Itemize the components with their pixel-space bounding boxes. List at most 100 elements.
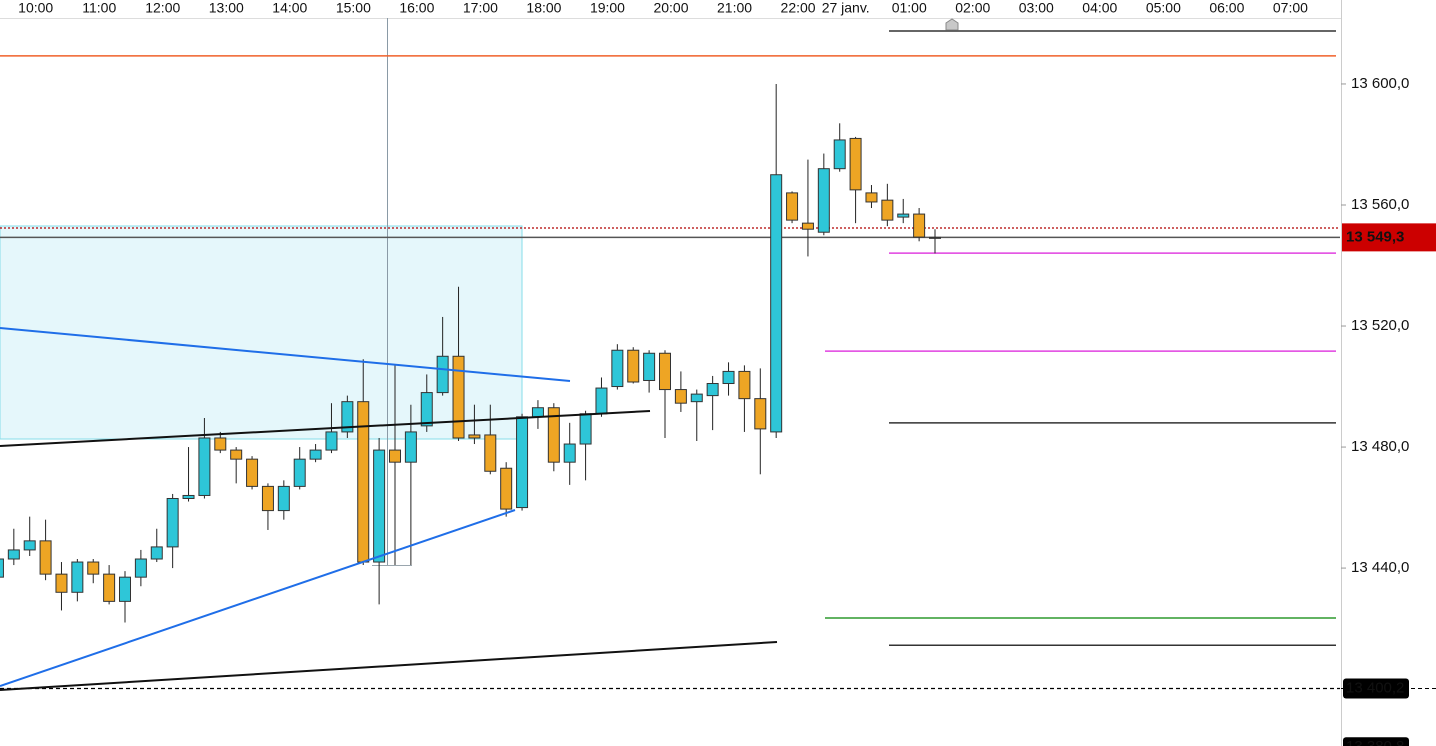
candle-body [833,139,846,170]
trend-line [0,327,571,382]
trend-line [0,410,651,447]
candle-body [71,561,84,593]
x-tick-label: 18:00 [526,0,561,16]
candle-body [325,431,338,451]
x-tick-label: 19:00 [590,0,625,16]
candle-body [389,449,401,463]
drawings-over [0,327,778,691]
candle-body [627,349,640,383]
y-tick-label: 13 520,0 [1351,317,1409,334]
candle-body [87,561,100,575]
candle-body [706,383,719,397]
x-tick-label: 13:00 [209,0,244,16]
x-tick-label: 17:00 [463,0,498,16]
candle-body [119,576,131,602]
candle-body [309,449,322,460]
candle-body [547,407,560,463]
candle-body [690,393,703,403]
candle-body [722,370,735,385]
candle-body [452,355,465,439]
candle-body [817,168,830,233]
x-tick-label: 11:00 [82,0,116,16]
candle-body [865,192,878,203]
candle-body [913,213,926,238]
x-tick-label: 02:00 [955,0,990,16]
candle-body [198,437,211,496]
drawings-under [0,18,523,566]
candle-body [230,449,243,460]
candle-body [786,192,799,221]
candle-body [929,236,941,239]
candle-body [134,558,147,578]
candles [0,83,941,623]
candle-body [293,458,306,487]
candle-body [531,407,544,418]
x-tick-label: 14:00 [272,0,307,16]
price-label-box [1343,737,1409,746]
candle-body [484,434,497,472]
candle-body [166,497,179,548]
y-tick-label: 13 440,0 [1351,559,1409,576]
y-tick-label: 13 560,0 [1351,196,1409,213]
candle-body [563,443,576,463]
price-label: 13 549,3 [1346,228,1404,245]
x-tick-label: 01:00 [892,0,927,16]
x-tick-label: 12:00 [145,0,180,16]
candle-body [261,485,274,512]
x-tick-label: 04:00 [1082,0,1117,16]
candle-body [738,370,751,400]
candle-body [674,389,687,404]
candle-body [643,352,656,381]
candle-body [500,467,513,510]
candle-body [39,540,52,575]
candle-body [373,449,386,563]
candle-body [595,387,608,415]
candle-body [420,392,433,427]
candle-body [246,458,259,487]
candle-body [897,213,910,218]
y-tick-label: 13 600,0 [1351,75,1409,92]
candle-body [23,540,36,551]
candle-body [404,431,417,463]
candle-body [341,401,354,433]
candle-body [150,546,163,560]
candle-body [611,349,624,388]
candle-body [801,222,814,230]
axes: 10:00 11:00 12:00 13:00 14:00 15:00 16:00 17:00… [18,0,1436,746]
x-tick-label: 22:00 [781,0,816,16]
candle-body [659,352,671,391]
trend-line [0,509,516,687]
x-tick-label: 27 janv. [822,0,870,16]
candle-body [55,573,68,593]
x-tick-label: 16:00 [399,0,434,16]
candle-body [754,398,767,430]
x-tick-label: 03:00 [1019,0,1054,16]
zone-rectangle [0,225,523,440]
x-tick-label: 05:00 [1146,0,1181,16]
candle-body [881,199,894,221]
candle-body [7,549,20,560]
price-label-box [1342,223,1436,252]
x-tick-label: 10:00 [18,0,53,16]
candle-body [182,494,195,499]
candle-body [214,437,227,451]
x-tick-label: 07:00 [1273,0,1308,16]
price-label: 13 400,2 [1346,679,1404,696]
trend-line [0,641,778,691]
levels [0,30,1340,690]
price-label: 13 380,8 [1346,738,1404,746]
price-label-box [1343,678,1409,699]
x-tick-label: 15:00 [336,0,371,16]
y-tick-label: 13 480,0 [1351,438,1409,455]
time-marker[interactable] [945,18,959,31]
candle-body [579,413,592,445]
x-tick-label: 20:00 [653,0,688,16]
candle-body [103,573,116,602]
candle-body [277,485,290,512]
candle-body [436,355,449,394]
candle-body [516,416,529,509]
candle-body [0,558,4,578]
candle-body [468,434,481,439]
